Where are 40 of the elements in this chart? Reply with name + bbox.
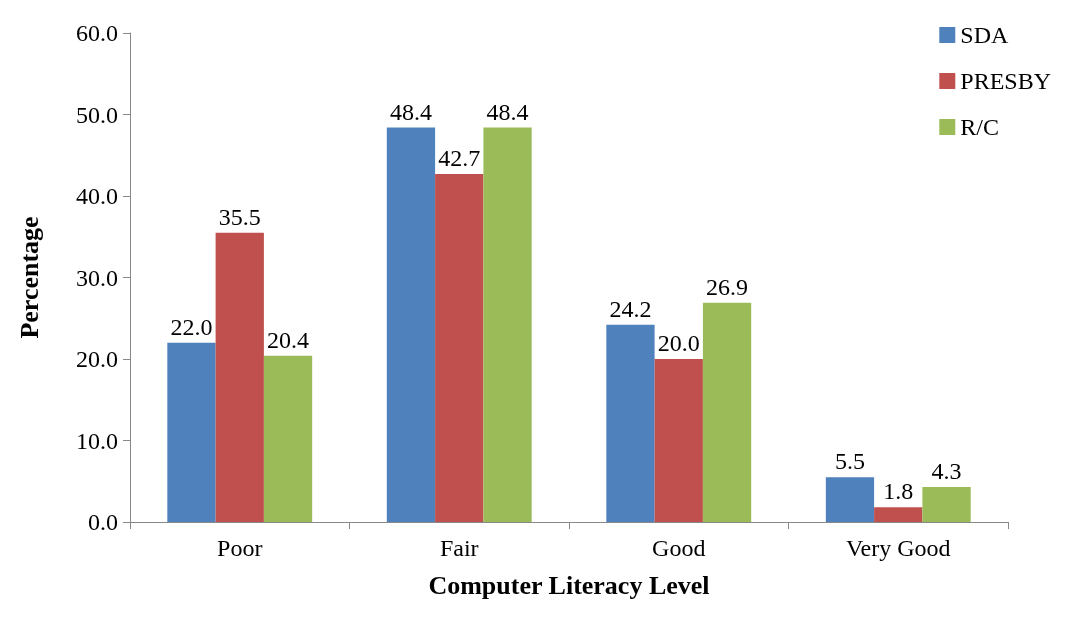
y-tick-label: 60.0	[76, 20, 118, 46]
data-label: 5.5	[834, 448, 865, 475]
data-label: 20.0	[657, 330, 700, 356]
x-tick-label: Very Good	[845, 535, 951, 561]
y-tick-label: 0.0	[88, 509, 118, 535]
bar	[874, 507, 923, 522]
bar	[167, 342, 216, 522]
y-tick-label: 20.0	[76, 346, 118, 372]
y-tick-label: 30.0	[76, 264, 118, 291]
y-axis-title: Percentage	[14, 216, 44, 339]
y-tick-label: 10.0	[76, 427, 118, 454]
data-label: 35.5	[218, 203, 261, 230]
bar	[263, 355, 313, 522]
x-tick-label: Poor	[217, 535, 263, 561]
bar	[922, 486, 971, 522]
y-tick-label: 40.0	[76, 183, 118, 209]
data-label: 1.8	[883, 478, 914, 505]
data-label: 22.0	[170, 313, 213, 340]
data-label: 42.7	[438, 144, 481, 171]
bar	[215, 232, 264, 522]
data-label: 4.3	[931, 457, 962, 484]
bar	[606, 324, 655, 522]
bar	[702, 302, 752, 522]
data-label: 48.4	[389, 98, 432, 125]
bar	[435, 174, 484, 522]
x-tick-label: Fair	[439, 535, 479, 561]
data-label: 48.4	[486, 98, 529, 125]
bar	[825, 477, 875, 522]
bar	[386, 127, 436, 522]
x-axis-title: Computer Literacy Level	[428, 570, 710, 600]
legend-label: SDA	[960, 22, 1009, 48]
y-tick-label: 50.0	[76, 101, 118, 128]
bar	[654, 359, 703, 522]
bar	[483, 127, 532, 522]
legend-label: R/C	[960, 114, 999, 140]
data-label: 24.2	[609, 295, 652, 322]
x-tick-label: Good	[652, 535, 706, 561]
data-label: 26.9	[706, 273, 749, 300]
legend-label: PRESBY	[960, 68, 1051, 94]
data-label: 20.4	[267, 326, 310, 353]
